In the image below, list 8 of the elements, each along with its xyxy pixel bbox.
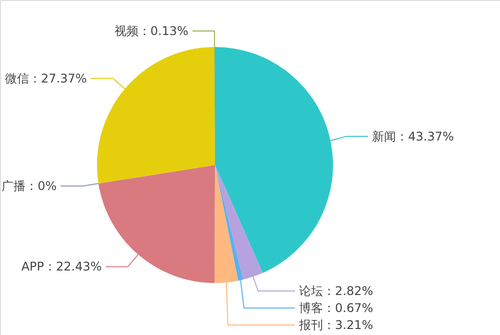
slice-label: 微信：27.37% [4,71,87,86]
slice-label: 视频：0.13% [114,24,188,38]
slice-label: 报刊：3.21% [298,318,374,332]
slice-label: 博客：0.67% [299,301,374,315]
legend-label: 广播：0% [2,178,57,193]
slice-label: 新闻：43.37% [372,129,454,144]
slice-label: 论坛：2.82% [299,284,374,298]
slice-label: APP：22.43% [21,260,102,274]
